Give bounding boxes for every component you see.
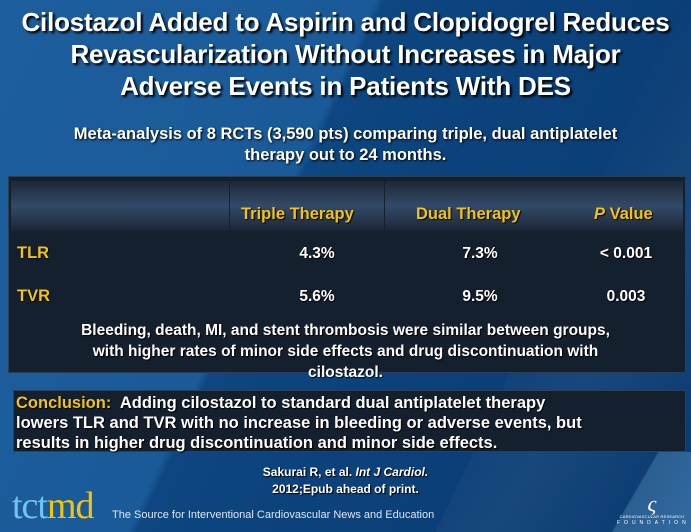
tctmd-logo: tctmd: [12, 485, 95, 527]
subtitle-line-1: Meta-analysis of 8 RCTs (3,590 pts) comp…: [73, 125, 618, 143]
cell-tlr-dual: 7.3%: [462, 245, 498, 262]
citation-line-1: Sakurai R, et al. Int J Cardiol.: [0, 464, 691, 481]
results-table: Triple Therapy Dual Therapy P Value TLR …: [8, 176, 686, 373]
conclusion-line-1: Conclusion: Adding cilostazol to standar…: [16, 393, 685, 413]
p-rest: Value: [605, 205, 653, 223]
header-triple-therapy: Triple Therapy: [241, 205, 354, 223]
citation-authors: Sakurai R, et al.: [262, 465, 356, 479]
crf-logo: ς CARDIOVASCULAR RESEARCH FOUNDATION: [617, 491, 690, 527]
row-label-tvr: TVR: [17, 287, 50, 305]
subtitle-line-2: therapy out to 24 months.: [244, 146, 447, 164]
row-label-tlr: TLR: [17, 244, 50, 262]
cell-tvr-triple: 5.6%: [299, 288, 335, 305]
citation-journal: Int J Cardiol.: [355, 465, 429, 479]
cell-tvr-p: 0.003: [606, 288, 646, 305]
slide-title: Cilostazol Added to Aspirin and Clopidog…: [0, 6, 691, 102]
table-header: [11, 181, 683, 231]
note-line-2: with higher rates of minor side effects …: [92, 343, 599, 360]
corner-decoration: [581, 452, 691, 532]
cell-tvr-dual: 9.5%: [462, 288, 498, 305]
crf-line-2: FOUNDATION: [617, 520, 690, 526]
note-line-1: Bleeding, death, MI, and stent thrombosi…: [81, 322, 610, 339]
cell-tlr-p: < 0.001: [599, 245, 653, 262]
logo-md: md: [46, 485, 95, 527]
header-p-value: P Value: [594, 205, 653, 224]
title-line-3: Adverse Events in Patients With DES: [120, 71, 571, 101]
p-italic: P: [594, 205, 606, 223]
conclusion-line-3: results in higher drug discontinuation a…: [16, 434, 498, 452]
header-divider: [229, 181, 230, 231]
citation: Sakurai R, et al. Int J Cardiol. 2012;Ep…: [0, 464, 691, 498]
logo-tct: tct: [12, 485, 48, 527]
title-line-2: Revascularization Without Increases in M…: [70, 39, 621, 69]
footer-tagline: The Source for Interventional Cardiovasc…: [112, 509, 435, 521]
crf-swirl-icon: ς: [647, 491, 657, 516]
conclusion-text-1: Adding cilostazol to standard dual antip…: [119, 394, 546, 412]
conclusion-label: Conclusion:: [16, 394, 112, 412]
header-dual-therapy: Dual Therapy: [416, 205, 521, 223]
table-note: Bleeding, death, MI, and stent thrombosi…: [0, 320, 691, 383]
header-divider: [384, 181, 385, 231]
note-line-3: cilostazol.: [308, 364, 383, 381]
conclusion-box: Conclusion: Adding cilostazol to standar…: [13, 390, 686, 452]
conclusion-line-2: lowers TLR and TVR with no increase in b…: [16, 414, 582, 432]
title-line-1: Cilostazol Added to Aspirin and Clopidog…: [21, 7, 670, 37]
citation-details: 2012;Epub ahead of print.: [272, 482, 419, 496]
crf-line-1: CARDIOVASCULAR RESEARCH: [619, 514, 685, 519]
cell-tlr-triple: 4.3%: [299, 245, 335, 262]
slide-subtitle: Meta-analysis of 8 RCTs (3,590 pts) comp…: [0, 124, 691, 166]
